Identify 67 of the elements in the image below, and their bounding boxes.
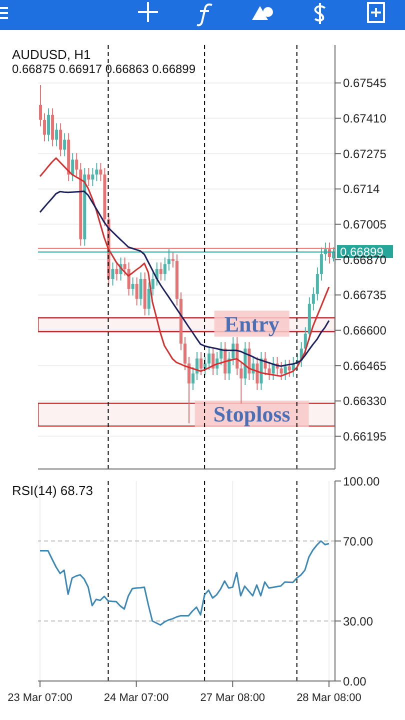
y-tick-label: 30.00 xyxy=(343,614,374,628)
band-label: Entry xyxy=(224,312,280,337)
x-tick-label: 23 Mar 07:00 xyxy=(8,692,72,704)
x-tick-label: 24 Mar 07:00 xyxy=(104,692,169,704)
candlestick xyxy=(47,108,50,142)
y-tick-label: 0.67545 xyxy=(343,76,387,90)
candlestick xyxy=(135,276,138,306)
candlestick xyxy=(208,346,211,371)
candlestick xyxy=(268,361,271,381)
candlestick xyxy=(87,168,90,187)
candlestick xyxy=(316,266,319,301)
candlestick xyxy=(75,152,78,177)
y-tick-label: 0.67275 xyxy=(343,146,387,161)
candlestick xyxy=(39,84,42,127)
candlestick xyxy=(280,361,283,381)
y-tick-label: 0.66465 xyxy=(343,358,387,373)
candlestick xyxy=(95,162,98,182)
candlestick xyxy=(240,361,243,404)
y-tick-label: 0.66330 xyxy=(343,394,387,408)
candlestick xyxy=(111,262,114,286)
y-tick-label: 70.00 xyxy=(343,534,374,548)
band-label: Stoploss xyxy=(213,402,291,427)
candlestick xyxy=(163,257,166,282)
candlestick xyxy=(284,359,287,381)
candlestick xyxy=(123,257,126,276)
candlestick xyxy=(188,356,190,424)
line-series xyxy=(39,540,330,626)
y-tick-label: 0.6714 xyxy=(343,182,380,196)
candlestick xyxy=(320,247,323,282)
y-tick-label: 100.00 xyxy=(343,474,380,488)
candlestick xyxy=(147,282,150,316)
y-tick-label: 0.66195 xyxy=(343,430,387,444)
candlestick xyxy=(256,356,259,390)
candlestick xyxy=(159,262,162,282)
candlestick xyxy=(171,252,174,268)
candlestick xyxy=(131,276,134,296)
candlestick xyxy=(167,248,170,272)
candlestick xyxy=(59,122,62,157)
text: 0.66875 0.66917 0.66863 0.66899 xyxy=(12,62,196,76)
candlestick xyxy=(91,168,94,187)
y-tick-label: 0.66735 xyxy=(343,288,387,302)
x-tick-label: 27 Mar 08:00 xyxy=(200,692,266,704)
candlestick xyxy=(55,122,58,147)
candlestick xyxy=(63,132,66,157)
candlestick xyxy=(115,262,118,282)
candlestick xyxy=(232,336,235,366)
candlestick xyxy=(183,336,186,371)
candlestick xyxy=(304,326,307,356)
candlestick xyxy=(200,352,203,376)
chart-title: RSI(14) 68.73 xyxy=(12,483,93,498)
chart-title: AUDUSD, H1 xyxy=(12,47,92,62)
y-tick-label: 0.67005 xyxy=(343,218,387,232)
candlestick xyxy=(43,112,46,142)
candlestick xyxy=(99,162,102,182)
candlestick xyxy=(71,152,74,182)
x-tick-label: 28 Mar 08:00 xyxy=(296,692,362,704)
candlestick xyxy=(228,352,231,381)
y-tick-label: 0.66600 xyxy=(343,324,387,338)
candlestick xyxy=(312,286,315,311)
candlestick xyxy=(127,262,130,296)
candlestick xyxy=(139,272,142,306)
y-tick-label: 0.67410 xyxy=(343,112,387,126)
y-tick-label: 0.00 xyxy=(343,674,367,688)
candlestick xyxy=(192,366,195,390)
candlestick xyxy=(196,352,199,381)
candlestick xyxy=(288,359,291,378)
candlestick xyxy=(151,272,154,296)
